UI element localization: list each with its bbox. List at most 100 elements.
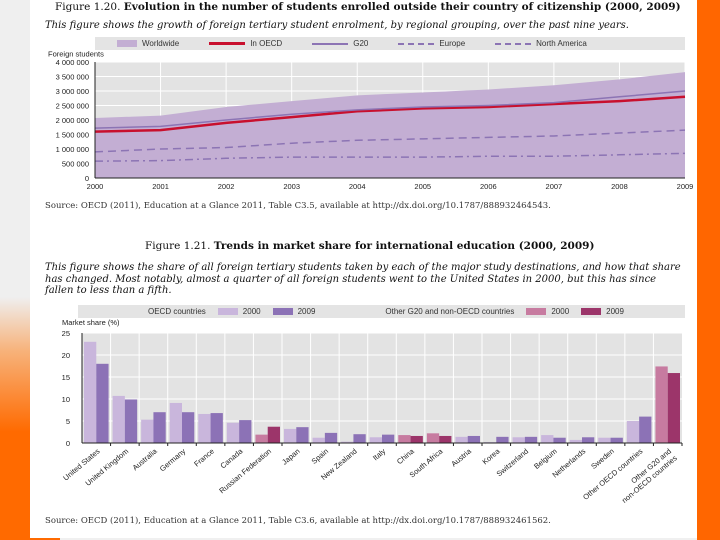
x-tick-label: Russian Federation	[217, 447, 273, 496]
bar-2009	[439, 435, 452, 443]
y-tick-label: 1 500 000	[56, 131, 89, 140]
legend-item: North America	[495, 39, 587, 48]
series-line-g20	[94, 90, 686, 129]
desc-line: has changed. Most notably, almost a quar…	[45, 273, 657, 285]
legend-swatch	[272, 308, 293, 315]
bar-2009	[639, 416, 652, 443]
legend-label: 2000	[551, 307, 570, 316]
bar-2000	[112, 395, 125, 443]
bar-2000	[455, 436, 468, 443]
y-tick-label: 20	[62, 351, 70, 360]
fig1-legend: Worldwide In OECD G20 Europe North America	[95, 37, 685, 50]
x-tick-label: Japan	[280, 447, 301, 467]
legend-label: In OECD	[250, 39, 283, 48]
x-tick-label: 2009	[677, 182, 694, 191]
bar-2009	[124, 399, 138, 443]
bar-2000	[169, 402, 182, 443]
x-tick-label: 2005	[414, 182, 431, 191]
bar-2000	[84, 341, 97, 443]
bar-2000	[141, 419, 154, 443]
bar-2009	[353, 434, 366, 443]
legend-group-other: Other G20 and non-OECD countries	[385, 307, 515, 316]
bar-2009	[382, 434, 395, 443]
x-tick-label: 2003	[283, 182, 300, 191]
bar-2009	[610, 437, 623, 443]
x-tick-label: Switzerland	[495, 447, 530, 479]
x-tick-label: Belgium	[532, 447, 559, 471]
legend-swatch	[526, 308, 547, 315]
fig1-source: Source: OECD (2011), Education at a Glan…	[45, 201, 551, 211]
x-tick-label: Spain	[310, 447, 330, 466]
x-tick-label: Australia	[131, 446, 160, 472]
bar-2000	[341, 441, 354, 443]
x-tick-label: 2007	[546, 182, 563, 191]
bar-2009	[296, 427, 309, 443]
series-line-north-america	[94, 152, 686, 162]
y-tick-label: 3 500 000	[56, 73, 89, 82]
bar-2000	[426, 433, 440, 443]
bar-2000	[626, 421, 640, 443]
y-tick-label: 0	[85, 174, 89, 183]
legend-group-oecd: OECD countries	[148, 307, 206, 316]
bar-2000	[312, 437, 325, 443]
x-tick-label: China	[395, 446, 416, 466]
legend-label: 2009	[606, 307, 624, 316]
legend-swatch	[312, 42, 349, 45]
series-line-europe	[94, 129, 686, 153]
desc-line: This figure shows the share of all forei…	[45, 262, 681, 273]
fig2-title: Figure 1.21. Trends in market share for …	[145, 240, 595, 252]
legend-item: In OECD	[209, 39, 282, 48]
bar-2009	[239, 420, 252, 443]
bar-2009	[410, 435, 423, 443]
series-area-worldwide	[95, 72, 685, 178]
legend-label: Europe	[439, 39, 466, 48]
legend-swatch	[209, 42, 246, 45]
x-tick-label: 2004	[349, 182, 366, 191]
fig1-description: This figure shows the growth of foreign …	[45, 20, 629, 31]
x-tick-label: 2001	[152, 182, 169, 191]
y-axis-label: Foreign students	[48, 50, 104, 59]
bar-2000	[655, 366, 668, 443]
fig2-legend: OECD countries 2000 2009 Other G20 and non…	[78, 305, 685, 318]
series-line-in-oecd	[94, 95, 686, 133]
legend-swatch	[581, 308, 602, 315]
x-tick-label: Canada	[219, 446, 246, 470]
bar-2000	[226, 422, 240, 443]
legend-item: Europe	[398, 39, 465, 48]
bar-2000	[198, 413, 211, 443]
legend-swatch	[117, 40, 137, 47]
bar-2009	[496, 436, 509, 443]
bar-2009	[582, 437, 595, 443]
fig2-source: Source: OECD (2011), Education at a Glan…	[45, 516, 551, 526]
legend-label: 2000	[242, 307, 261, 316]
bar-2009	[553, 437, 566, 443]
y-tick-label: 5	[66, 417, 70, 426]
legend-label: G20	[353, 39, 369, 48]
legend-item: Worldwide	[117, 39, 179, 48]
fig2-description: This figure shows the share of all forei…	[45, 262, 681, 297]
legend-item: G20	[312, 39, 368, 48]
y-tick-label: 10	[62, 395, 70, 404]
x-tick-label: 2002	[218, 182, 235, 191]
legend-swatch	[398, 42, 435, 45]
bar-2009	[182, 412, 195, 443]
bar-2009	[96, 363, 109, 443]
y-tick-label: 2 500 000	[56, 102, 89, 111]
bar-2000	[284, 428, 297, 443]
y-tick-label: 15	[62, 373, 70, 382]
x-tick-label: Korea	[480, 446, 502, 466]
x-tick-label: Austria	[449, 446, 473, 468]
desc-line: fallen to less than a fifth.	[45, 285, 172, 296]
bar-2009	[267, 426, 280, 443]
fig1-line-chart: 0 500 000 1 000 000 1 500 000 2 000 000 2 500…	[48, 50, 694, 192]
y-tick-label: 2 000 000	[56, 116, 89, 125]
legend-label: Worldwide	[142, 39, 180, 48]
fig1-title: Figure 1.20. Evolution in the number of …	[55, 1, 681, 13]
bar-2000	[369, 437, 382, 443]
legend-swatch	[217, 308, 238, 315]
y-tick-label: 500 000	[62, 160, 89, 169]
x-tick-label: Other G20 andnon-OECD countries	[614, 446, 679, 504]
bar-2000	[541, 435, 554, 443]
bar-2009	[153, 412, 166, 443]
